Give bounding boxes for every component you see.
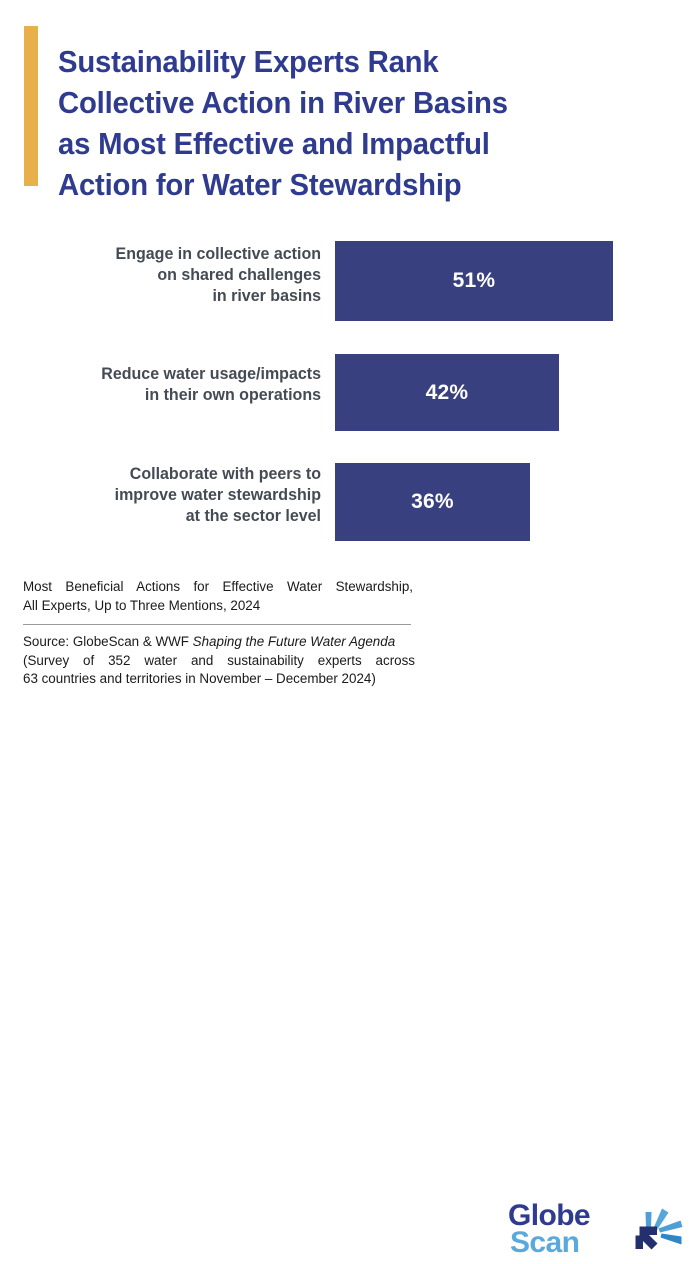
- source-prefix: Source: GlobeScan & WWF: [23, 634, 193, 649]
- page-title-line: Collective Action in River Basins: [58, 86, 508, 121]
- chart-row: Engage in collective action on shared ch…: [0, 228, 696, 321]
- chart-note: Most Beneficial Actions for Effective Wa…: [23, 578, 413, 615]
- bar-category-label-line: improve water stewardship: [114, 486, 321, 504]
- title-block: Sustainability Experts Rank Collective A…: [0, 0, 696, 210]
- bar-category-label-line: in river basins: [212, 287, 321, 305]
- page-title: Sustainability Experts Rank Collective A…: [58, 42, 653, 206]
- footer: Most Beneficial Actions for Effective Wa…: [0, 578, 696, 1258]
- logo-word-globe: Globe: [508, 1199, 591, 1232]
- bar-rect: 36%: [335, 463, 530, 541]
- source-note: Source: GlobeScan & WWF Shaping the Futu…: [23, 633, 415, 689]
- source-publication-title: Shaping the Future Water Agenda: [192, 634, 396, 649]
- source-note-line: (Survey of 352 water and sustainability …: [23, 652, 415, 668]
- logo-wordmark: Globe Scan: [508, 1199, 591, 1259]
- bar-rect: 51%: [335, 241, 613, 321]
- page-title-line: as Most Effective and Impactful: [58, 127, 490, 162]
- bar-category-label: Collaborate with peers to improve water …: [48, 464, 321, 527]
- bar-category-label: Reduce water usage/impacts in their own …: [48, 364, 321, 406]
- source-note-line: 63 countries and territories in November…: [23, 671, 376, 686]
- chart-note-line: Most Beneficial Actions for Effective Wa…: [23, 579, 413, 594]
- bar-category-label-line: at the sector level: [185, 507, 321, 525]
- chart-row: Reduce water usage/impacts in their own …: [0, 341, 696, 431]
- footer-divider: [23, 624, 411, 625]
- chart-note-line: All Experts, Up to Three Mentions, 2024: [23, 597, 261, 613]
- globescan-logo: Globe Scan: [508, 1199, 688, 1264]
- bar-value-label: 42%: [425, 380, 469, 404]
- bar-value-label: 36%: [411, 490, 454, 513]
- title-accent-bar: [24, 26, 38, 186]
- globescan-starburst-arrow-icon: [635, 1208, 683, 1250]
- bar-category-label-line: Collaborate with peers to: [129, 465, 321, 483]
- bar-value-label: 51%: [452, 269, 496, 292]
- page-title-line: Action for Water Stewardship: [58, 168, 462, 203]
- bar-category-label-line: Engage in collective action: [115, 245, 321, 263]
- bar-category-label: Engage in collective action on shared ch…: [48, 244, 321, 307]
- logo-word-scan: Scan: [510, 1226, 580, 1259]
- bar-rect: 42%: [335, 354, 559, 431]
- bar-chart: Engage in collective action on shared ch…: [0, 228, 696, 558]
- bar-category-label-line: on shared challenges: [157, 266, 321, 284]
- source-note-line-1: Source: GlobeScan & WWF Shaping the Futu…: [23, 633, 415, 652]
- bar-category-label-line: in their own operations: [144, 386, 321, 404]
- chart-row: Collaborate with peers to improve water …: [0, 450, 696, 541]
- page-title-line: Sustainability Experts Rank: [58, 45, 439, 80]
- bar-category-label-line: Reduce water usage/impacts: [101, 365, 321, 383]
